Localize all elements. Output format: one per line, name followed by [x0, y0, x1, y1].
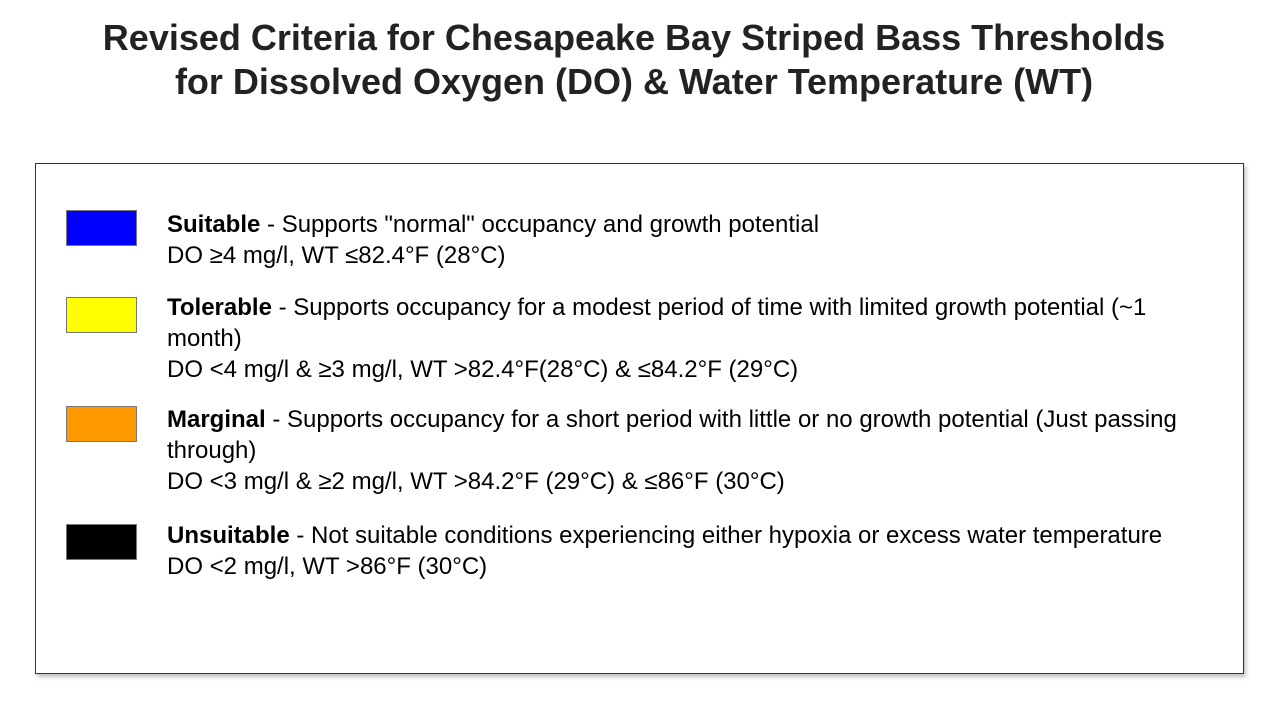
item-label: Marginal: [167, 406, 266, 433]
title-line-2: for Dissolved Oxygen (DO) & Water Temper…: [174, 61, 1094, 102]
item-description: - Supports occupancy for a short period …: [167, 406, 1177, 464]
legend-box: Suitable - Supports "normal" occupancy a…: [35, 163, 1244, 674]
color-swatch: [66, 524, 137, 560]
item-label: Tolerable: [167, 294, 272, 321]
item-description: - Supports occupancy for a modest period…: [167, 294, 1147, 352]
item-label: Unsuitable: [167, 522, 290, 549]
item-description: - Supports "normal" occupancy and growth…: [260, 211, 820, 238]
item-label: Suitable: [167, 211, 261, 238]
color-swatch: [66, 210, 137, 246]
item-criteria: DO <3 mg/l & ≥2 mg/l, WT >84.2°F (29°C) …: [167, 468, 785, 495]
item-criteria: DO ≥4 mg/l, WT ≤82.4°F (28°C): [167, 242, 506, 269]
page-title: Revised Criteria for Chesapeake Bay Stri…: [0, 16, 1268, 104]
item-description: - Not suitable conditions experiencing e…: [289, 522, 1163, 549]
title-line-1: Revised Criteria for Chesapeake Bay Stri…: [102, 17, 1166, 58]
item-criteria: DO <2 mg/l, WT >86°F (30°C): [167, 553, 488, 580]
color-swatch: [66, 406, 137, 442]
color-swatch: [66, 297, 137, 333]
item-criteria: DO <4 mg/l & ≥3 mg/l, WT >82.4°F(28°C) &…: [167, 356, 799, 383]
